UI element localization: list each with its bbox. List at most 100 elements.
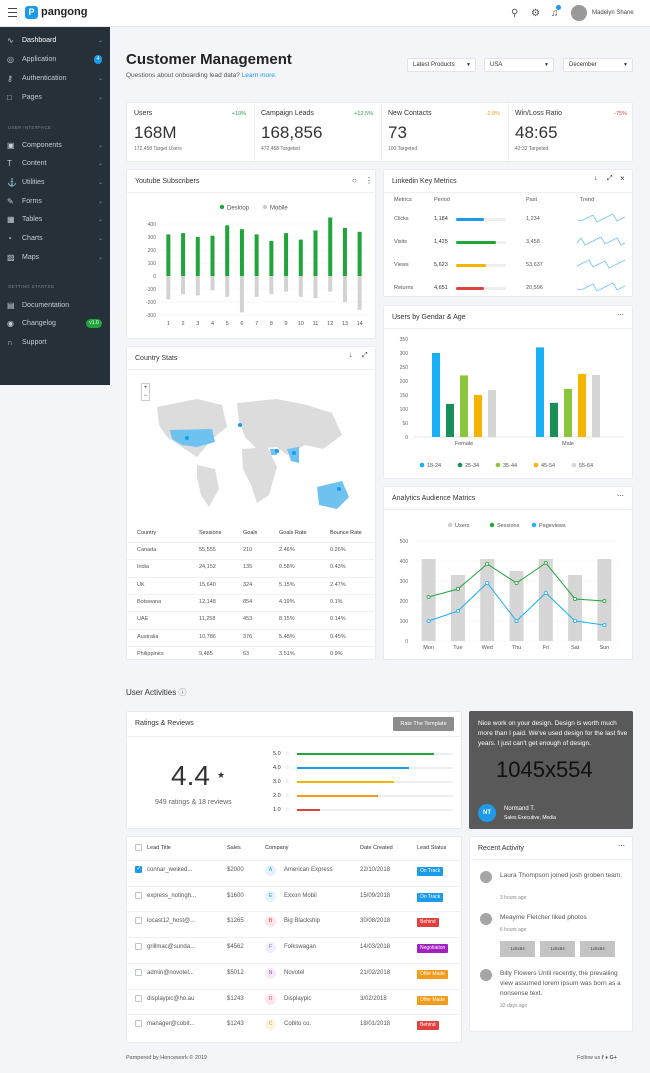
more-icon[interactable]: ⋯ xyxy=(617,493,624,500)
tick-label: Thu xyxy=(512,645,521,651)
table-cell: 0.9% xyxy=(330,650,343,657)
bar-mobile xyxy=(298,276,303,297)
sidebar-item-charts[interactable]: ◔ Charts ⌄ xyxy=(0,230,110,248)
sidebar-item-tables[interactable]: ▦ Tables ⌄ xyxy=(0,211,110,229)
lead-sales: $1600 xyxy=(227,892,244,899)
sidebar-item-support[interactable]: ∩ Support xyxy=(0,334,110,352)
metric-past: 53,637 xyxy=(526,262,543,268)
row-checkbox[interactable] xyxy=(135,968,142,976)
sidebar-item-authentication[interactable]: ⚷ Authentication ⌄ xyxy=(0,70,110,88)
company-icon: E xyxy=(265,890,276,902)
footer-right: Follow us f ♦ G+ xyxy=(577,1055,617,1061)
select-all-checkbox[interactable] xyxy=(135,844,142,851)
tick-label: 50 xyxy=(402,421,408,427)
bar-desktop xyxy=(342,227,347,276)
lead-title: displaypic@ho.au xyxy=(147,995,195,1002)
row-checkbox[interactable] xyxy=(135,917,142,925)
row-checkbox[interactable] xyxy=(135,1020,142,1028)
search-icon[interactable]: ⚲ xyxy=(511,8,519,19)
legend-label: Pageviews xyxy=(539,523,566,529)
bar xyxy=(432,353,440,437)
row-divider xyxy=(127,576,377,578)
tick-label: 4 xyxy=(211,321,214,327)
sidebar-item-components[interactable]: ▣ Components ⌄ xyxy=(0,137,110,155)
metric-period: 4,651 xyxy=(434,285,448,291)
product-select[interactable]: Latest Products ▼ xyxy=(407,58,476,72)
headphones-icon: ∩ xyxy=(7,338,13,347)
sidebar-item-forms[interactable]: ✎ Forms ⌄ xyxy=(0,193,110,211)
table-cell: Philippines xyxy=(137,650,164,657)
help-icon[interactable]: ⓘ xyxy=(178,688,187,697)
sidebar-item-label: Utilities xyxy=(22,179,45,186)
learn-more-link[interactable]: Learn more. xyxy=(241,72,277,79)
google-plus-icon[interactable]: G+ xyxy=(609,1055,617,1061)
avatar[interactable] xyxy=(571,5,587,21)
sidebar-item-application[interactable]: ◎ Application 4 xyxy=(0,51,110,69)
footer-left: Pampered by Hencework © 2019 xyxy=(126,1055,208,1061)
sidebar-item-documentation[interactable]: ▤ Documentation xyxy=(0,297,110,315)
country-select[interactable]: USA ▼ xyxy=(484,58,554,72)
row-checkbox[interactable] xyxy=(135,994,142,1002)
activity-text: Meayme Fletcher liked photos xyxy=(500,914,587,921)
download-icon[interactable]: ↓ xyxy=(349,352,353,359)
progress-fill xyxy=(456,241,496,244)
rate-template-button[interactable]: Rate The Template xyxy=(393,717,454,731)
table-cell: 453 xyxy=(243,616,253,623)
menu-icon[interactable] xyxy=(8,8,17,17)
sidebar-item-maps[interactable]: ▧ Maps ⌄ xyxy=(0,249,110,267)
expand-icon[interactable]: ⤢ xyxy=(607,175,613,182)
bell-icon[interactable]: ♫ xyxy=(551,8,559,19)
sidebar-item-dashboard[interactable]: ∿ Dashboard ⌄ xyxy=(0,32,110,50)
bar xyxy=(592,374,600,437)
tick-label: 300 xyxy=(400,351,409,357)
tick-label: 11 xyxy=(313,321,319,327)
table-cell: 9,485 xyxy=(199,650,213,657)
gender-chart: 0 50 100 150 200 250 300 350 Female Male 18-24 25-3… xyxy=(400,337,624,469)
gear-icon[interactable]: ⚙ xyxy=(531,8,540,19)
tick-label: 13 xyxy=(342,321,348,327)
sidebar-item-changelog[interactable]: ◉ Changelog v1.0 xyxy=(0,315,110,333)
card-title: Analytics Audience Matrics xyxy=(392,495,476,502)
kpi-item: Users +10% 168M 172,458 Target Users xyxy=(127,103,253,161)
sidebar-item-label: Documentation xyxy=(22,302,70,309)
circle-icon[interactable]: ○ xyxy=(352,176,357,185)
bar-desktop xyxy=(313,230,318,276)
month-select[interactable]: December ▼ xyxy=(563,58,633,72)
more-icon[interactable]: ⋯ xyxy=(618,843,625,850)
bar xyxy=(550,402,558,437)
row-divider xyxy=(127,885,463,887)
sidebar-item-label: Authentication xyxy=(22,75,67,82)
sidebar-item-content[interactable]: T Content ⌄ xyxy=(0,155,110,173)
column-header: Lead Title xyxy=(147,845,171,851)
sidebar-item-pages[interactable]: □ Pages ⌄ xyxy=(0,89,110,107)
status-badge: Offer Made xyxy=(417,995,448,1005)
lead-title: manager@cobit... xyxy=(147,1021,195,1028)
row-checkbox[interactable] xyxy=(135,891,142,899)
legend-label: Sessions xyxy=(497,523,520,529)
row-checkbox[interactable]: ✓ xyxy=(135,866,142,873)
row-checkbox[interactable] xyxy=(135,943,142,951)
column-header: Trend xyxy=(580,197,595,203)
chevron-down-icon: ⌄ xyxy=(98,161,104,167)
twitter-icon[interactable]: ♦ xyxy=(605,1055,608,1061)
more-vertical-icon[interactable]: ⋮ xyxy=(365,176,373,185)
tick-label: Male xyxy=(562,441,574,447)
tick-label: Sun xyxy=(599,645,609,651)
user-name[interactable]: Madelyn Shane xyxy=(592,10,634,16)
pie-chart-icon: ◔ xyxy=(7,234,12,243)
facebook-icon[interactable]: f xyxy=(601,1055,604,1061)
expand-icon[interactable]: ⤢ xyxy=(362,352,368,359)
series-point xyxy=(455,587,460,592)
sidebar-item-utilities[interactable]: ⚓ Utilities ⌄ xyxy=(0,174,110,192)
sidebar-item-label: Pages xyxy=(22,94,42,101)
table-row: admin@novotel... $5012 N Novotel 21/02/2018 O… xyxy=(127,964,463,989)
bar-desktop xyxy=(357,231,362,276)
globe-icon: ◎ xyxy=(7,55,14,64)
column-header: Sales xyxy=(227,845,241,851)
download-icon[interactable]: ↓ xyxy=(594,175,598,182)
zoom-control[interactable]: + − xyxy=(141,383,150,401)
trend-sparkline xyxy=(577,213,626,223)
more-icon[interactable]: ⋯ xyxy=(617,312,624,319)
close-icon[interactable]: × xyxy=(620,174,625,183)
table-cell: 210 xyxy=(243,547,253,553)
